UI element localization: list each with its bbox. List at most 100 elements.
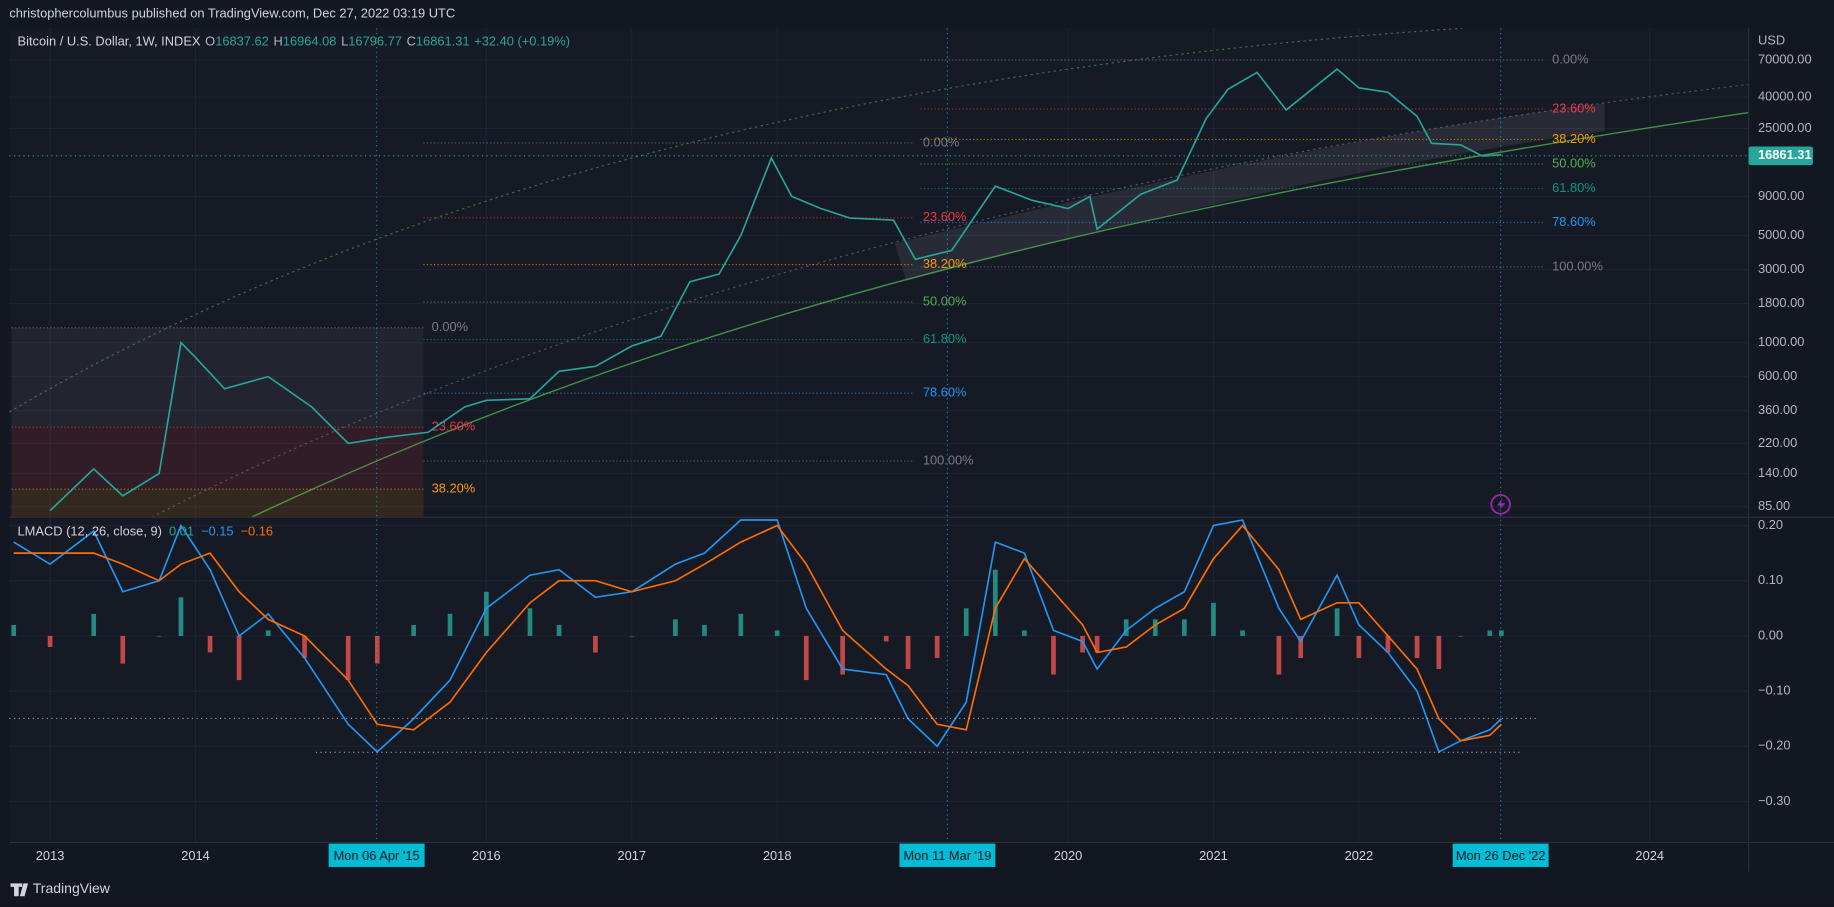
histogram-bar (178, 597, 184, 636)
histogram-bar (963, 608, 969, 636)
macd-legend: LMACD (12, 26, close, 9) 0.01 −0.15 −0.16 (18, 524, 274, 539)
histogram-bar (774, 630, 780, 636)
histogram-bar (702, 624, 707, 636)
fib-zone (11, 489, 424, 518)
y-tick-label: 220.00 (1758, 435, 1797, 450)
change: +32.40 (+0.19%) (474, 34, 570, 49)
y-tick-label: 140.00 (1758, 465, 1797, 480)
fib-label: 38.20% (1552, 131, 1596, 146)
histogram-bar (1499, 630, 1504, 636)
histogram-bar (236, 635, 242, 681)
y-tick-label: 85.00 (1758, 498, 1790, 513)
histogram-bar (673, 619, 678, 636)
l: L (341, 34, 348, 49)
plot-area (9, 28, 1749, 843)
fib-label: 38.20% (923, 256, 967, 271)
series-line (49, 68, 1502, 512)
histogram-bar (905, 635, 911, 670)
histogram-bar (47, 635, 53, 647)
y-tick-label: 70000.00 (1758, 51, 1812, 66)
open: 16837.62 (215, 34, 269, 49)
last-price: 16861.31 (1758, 147, 1812, 162)
fib-label: 100.00% (923, 452, 974, 467)
histogram-bar (527, 608, 533, 636)
fib-label: 23.60% (923, 209, 967, 224)
high: 16964.08 (283, 34, 337, 49)
x-tick-label: 2022 (1345, 848, 1374, 863)
event-bolt (1497, 497, 1506, 512)
legend: Bitcoin / U.S. Dollar, 1W, INDEX O16837.6… (18, 34, 570, 49)
y-tick-label: −0.20 (1758, 738, 1791, 753)
fib-label: 38.20% (432, 481, 476, 496)
histogram-bar (1182, 619, 1187, 636)
series-line (13, 524, 1502, 742)
series-line (13, 519, 1502, 754)
histogram-bar (345, 635, 351, 681)
fib-label: 0.00% (432, 319, 468, 334)
histogram-bar (1123, 619, 1129, 636)
low: 16796.77 (348, 34, 402, 49)
histogram-bar (1051, 635, 1056, 675)
histogram-bar (738, 613, 744, 636)
last-price-tag (1748, 146, 1813, 166)
publisher: christophercolumbus published on Trading… (9, 6, 455, 21)
footer (0, 871, 1834, 907)
histogram-bar (1414, 635, 1420, 659)
histogram-bar (1436, 635, 1442, 670)
histogram-bar (992, 569, 998, 636)
macd-value: −0.15 (201, 524, 234, 539)
histogram-bar (840, 635, 845, 675)
date-label: Mon 06 Apr '15 (334, 848, 420, 863)
y-tick-label: 25000.00 (1758, 120, 1812, 135)
histogram-bar (1356, 635, 1362, 659)
histogram-bar (629, 635, 635, 637)
y-tick-label: 5000.00 (1758, 227, 1804, 242)
fib-label: 78.60% (923, 385, 967, 400)
x-tick-label: 2017 (617, 848, 646, 863)
histogram-bar (302, 635, 307, 659)
fib-label: 61.80% (1552, 180, 1596, 195)
y-tick-label: 3000.00 (1758, 261, 1804, 276)
y-tick-label: 40000.00 (1758, 89, 1812, 104)
fib-label: 50.00% (1552, 155, 1596, 170)
date-tag (328, 843, 425, 867)
y-tick-label: 0.10 (1758, 572, 1783, 587)
fib-label: 100.00% (1552, 258, 1603, 273)
date-tag (1452, 843, 1549, 867)
histogram-bar (1240, 630, 1245, 636)
h: H (274, 34, 283, 49)
histogram-bar (207, 635, 213, 653)
histogram-bar (593, 635, 598, 653)
histogram-bar (91, 613, 97, 636)
mid-curve (151, 83, 1749, 518)
event-icon[interactable] (1490, 494, 1511, 515)
histogram-bar (1385, 635, 1391, 653)
histogram-bar (156, 635, 162, 637)
hist-value: 0.01 (169, 524, 194, 539)
x-tick-label: 2016 (472, 848, 501, 863)
fib-zone (11, 427, 424, 490)
x-tick-label: 2014 (181, 848, 210, 863)
fib-label: 50.00% (923, 293, 967, 308)
regression-line (251, 111, 1749, 518)
o: O (205, 34, 215, 49)
symbol: Bitcoin / U.S. Dollar, 1W, INDEX (18, 34, 201, 49)
histogram-bar (120, 635, 126, 664)
x-tick-label: 2018 (763, 848, 792, 863)
histogram-bar (883, 635, 889, 642)
histogram-bar (1458, 635, 1464, 637)
histogram-bar (447, 613, 453, 636)
fib-zone (11, 327, 424, 428)
x-tick-label: 2021 (1199, 848, 1228, 863)
fib-label: 0.00% (923, 134, 959, 149)
macd-title: LMACD (12, 26, close, 9) (18, 524, 162, 539)
histogram-bar (11, 624, 17, 636)
y-tick-label: −0.10 (1758, 683, 1791, 698)
plot-layer: 0.00% 23.60% 38.20% 0.00% 23.60% 38.20% 50.00%… (9, 27, 1749, 843)
histogram-bar (1298, 635, 1304, 659)
histogram-bar (265, 630, 271, 636)
c: C (407, 34, 416, 49)
y-tick-label: 0.00 (1758, 627, 1783, 642)
